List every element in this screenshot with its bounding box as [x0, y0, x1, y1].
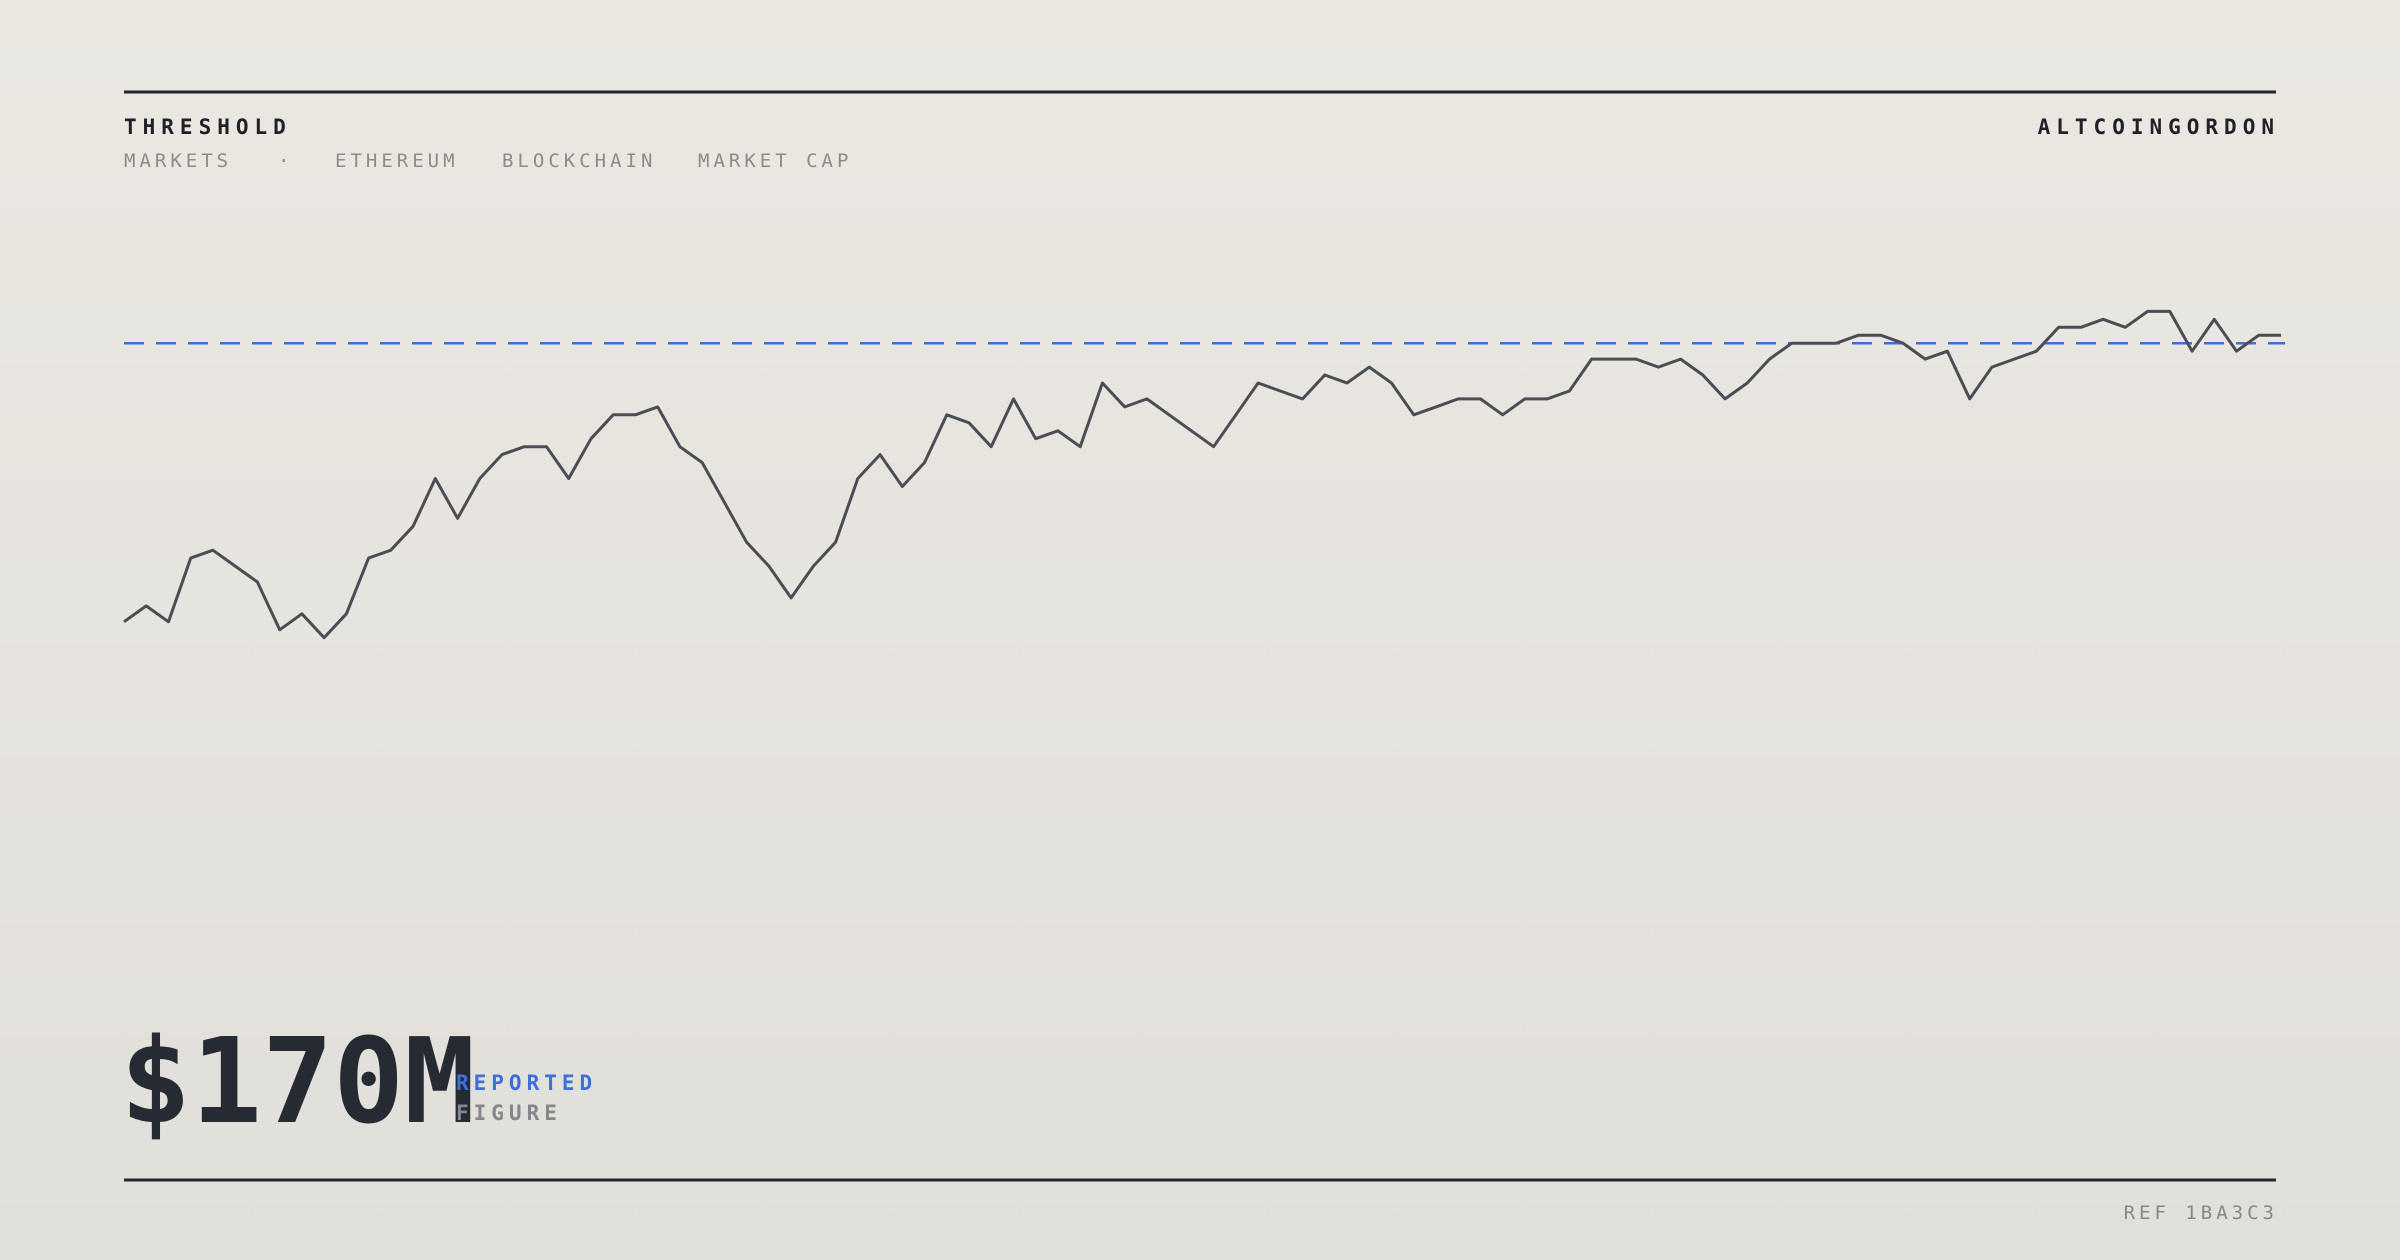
headline-label: FIGURE — [456, 1101, 562, 1125]
tag: MARKET CAP — [698, 150, 852, 172]
brand: ALTCOINGORDON — [2038, 115, 2280, 139]
tag: ETHEREUM — [335, 150, 459, 172]
headline-label: REPORTED — [456, 1071, 597, 1095]
title: THRESHOLD — [124, 115, 292, 139]
tag: BLOCKCHAIN — [502, 150, 656, 172]
headline: $170M — [120, 1012, 475, 1150]
tag: MARKETS — [124, 150, 232, 172]
ref: REF 1BA3C3 — [2124, 1202, 2278, 1224]
tag: · — [278, 150, 293, 172]
price-line — [123, 309, 2281, 640]
